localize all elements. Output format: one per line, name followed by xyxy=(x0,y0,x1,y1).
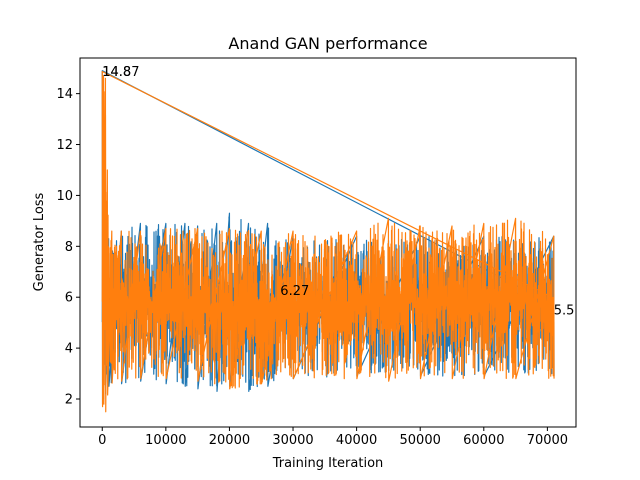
x-tick-label: 40000 xyxy=(336,433,377,448)
x-tick-label: 10000 xyxy=(145,433,186,448)
y-tick-label: 4 xyxy=(65,342,73,357)
series-1 xyxy=(101,70,555,413)
series-line-1 xyxy=(101,70,555,413)
x-tick-label: 60000 xyxy=(463,433,504,448)
axes-frame xyxy=(79,57,577,428)
x-axis-ticks: 0 10000 20000 30000 40000 50000 60000 70000 xyxy=(98,427,568,448)
y-axis-ticks: 2 4 6 8 10 12 14 xyxy=(56,87,80,408)
annotation-a4: 5.5 xyxy=(554,303,575,318)
annotation-a3: 6.27 xyxy=(280,284,309,299)
x-tick-label: 20000 xyxy=(209,433,250,448)
annotation-a1: 14.87 xyxy=(102,65,139,80)
y-axis-label: Generator Loss xyxy=(32,192,47,291)
x-tick-label: 0 xyxy=(98,433,106,448)
x-tick-label: 50000 xyxy=(400,433,441,448)
x-tick-label: 30000 xyxy=(272,433,313,448)
y-tick-label: 8 xyxy=(65,240,73,255)
y-tick-label: 12 xyxy=(56,138,73,153)
series-layer xyxy=(101,70,555,413)
annotation-a2: 14.8 xyxy=(102,65,131,80)
chart-title: Anand GAN performance xyxy=(228,34,427,53)
y-tick-label: 2 xyxy=(65,393,73,408)
y-tick-label: 10 xyxy=(56,189,73,204)
x-tick-label: 70000 xyxy=(527,433,568,448)
x-axis-label: Training Iteration xyxy=(272,456,384,471)
y-tick-label: 14 xyxy=(56,87,73,102)
y-tick-label: 6 xyxy=(65,291,73,306)
